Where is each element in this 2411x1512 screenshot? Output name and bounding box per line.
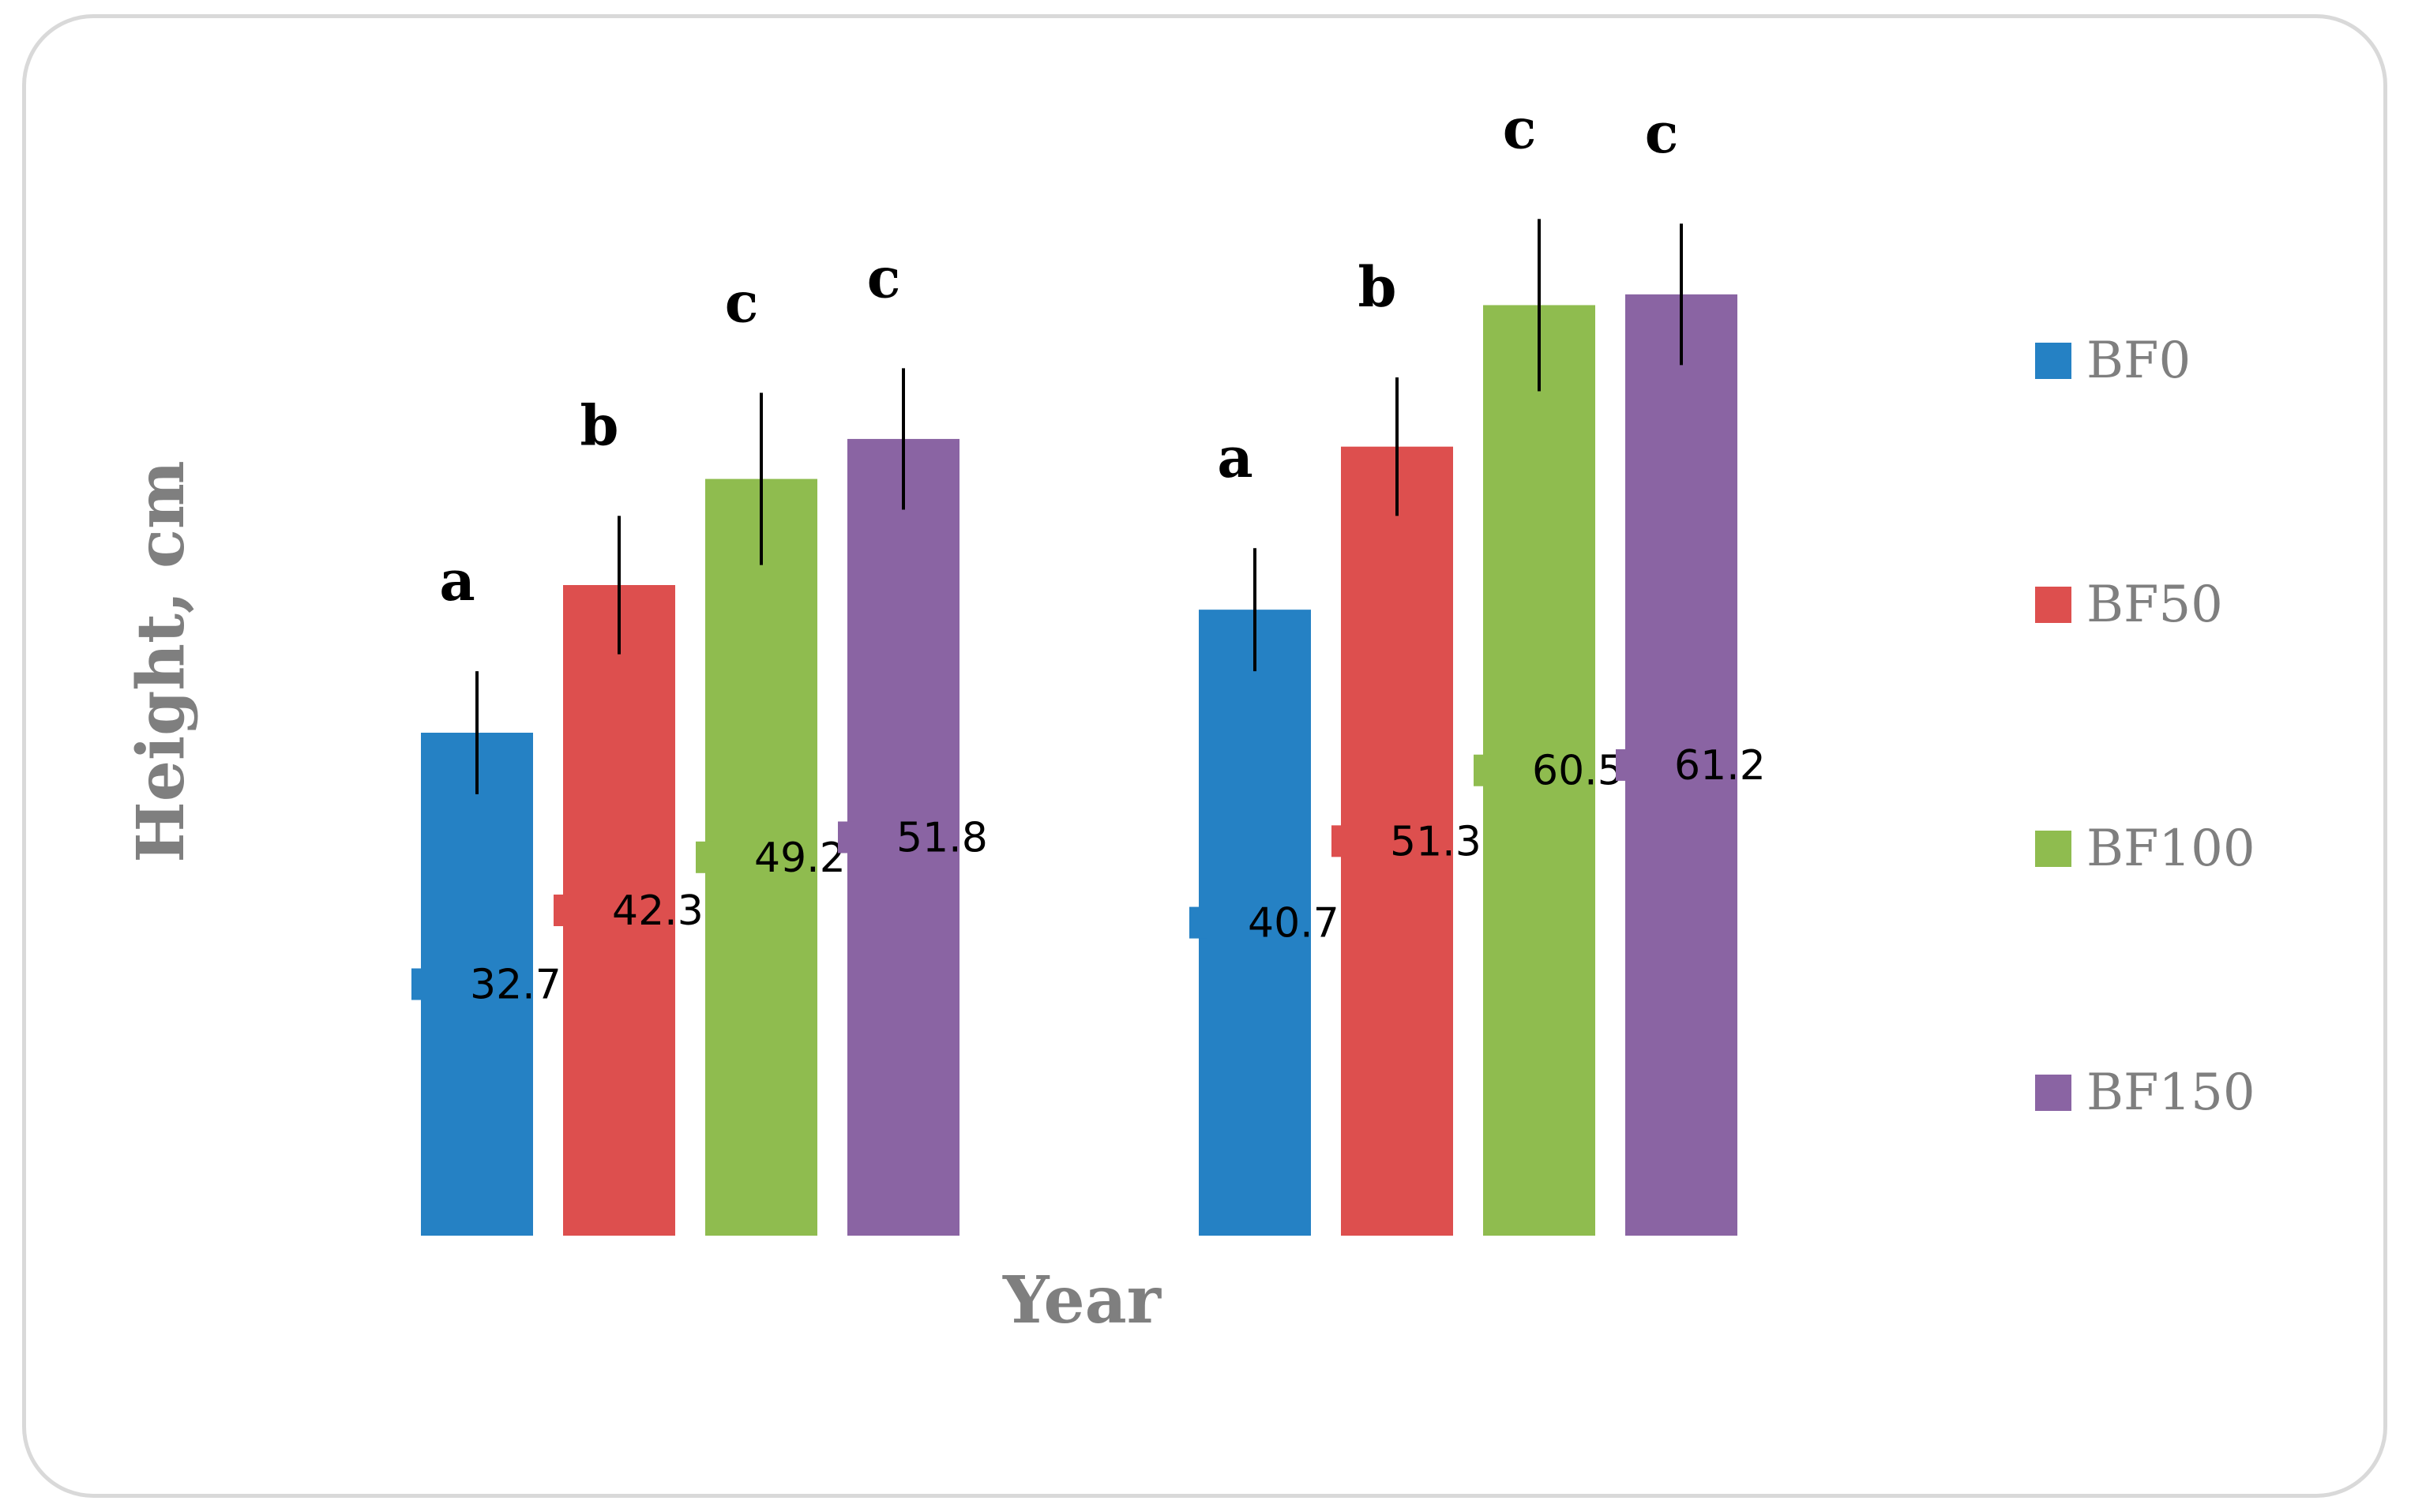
data-label: 60.5 (1532, 748, 1624, 795)
legend-label-bf150: BF150 (2086, 1064, 2255, 1122)
data-label: 32.7 (470, 962, 561, 1009)
bar-bf0-group2 (1199, 610, 1311, 1236)
bar-bf0-group1 (421, 733, 533, 1236)
data-label: 61.2 (1674, 742, 1766, 790)
data-label-marker (1331, 825, 1349, 857)
legend: BF0 BF50 BF100 BF150 (2035, 332, 2255, 1122)
data-label-marker (554, 894, 571, 926)
legend-label-bf100: BF100 (2086, 820, 2255, 878)
significance-letter: c (1645, 100, 1679, 166)
significance-letter: c (867, 245, 901, 310)
significance-letter: c (725, 269, 759, 335)
bar-bf50-group2 (1341, 446, 1453, 1236)
legend-label-bf50: BF50 (2086, 576, 2223, 634)
bar-bf100-group2 (1483, 305, 1595, 1236)
legend-swatch-bf150 (2035, 1075, 2071, 1111)
bar-bf100-group1 (705, 478, 817, 1236)
legend-label-bf0: BF0 (2086, 332, 2191, 390)
x-axis-title: Year (1002, 1263, 1162, 1338)
data-label-marker (838, 821, 855, 854)
data-label-marker (1474, 754, 1491, 786)
bar-bf50-group1 (563, 584, 675, 1236)
data-label-marker (411, 968, 429, 1000)
y-axis-title: Height, cm (123, 460, 199, 862)
bar-bf150-group1 (847, 438, 960, 1236)
bar-bf150-group2 (1625, 294, 1737, 1236)
significance-letter: c (1503, 96, 1537, 161)
data-label: 51.8 (896, 814, 988, 861)
data-label-marker (1616, 748, 1633, 781)
data-label-marker (696, 841, 713, 873)
labels-layer: a 32.7 a 40.7 b 42.3 b 51.3 c 49.2 c 60.5 c 51.8 c 61.2 (411, 96, 1766, 1009)
significance-letter: a (1217, 425, 1252, 490)
significance-letter: b (1358, 254, 1397, 320)
legend-swatch-bf50 (2035, 587, 2071, 623)
significance-letter: b (580, 392, 619, 458)
bars-layer (421, 219, 1737, 1236)
data-label-marker (1189, 906, 1207, 939)
legend-swatch-bf100 (2035, 831, 2071, 867)
data-label: 49.2 (754, 835, 846, 882)
data-label: 51.3 (1390, 818, 1482, 865)
legend-swatch-bf0 (2035, 343, 2071, 379)
data-label: 42.3 (612, 887, 704, 935)
significance-letter: a (439, 548, 475, 613)
data-label: 40.7 (1248, 900, 1339, 947)
